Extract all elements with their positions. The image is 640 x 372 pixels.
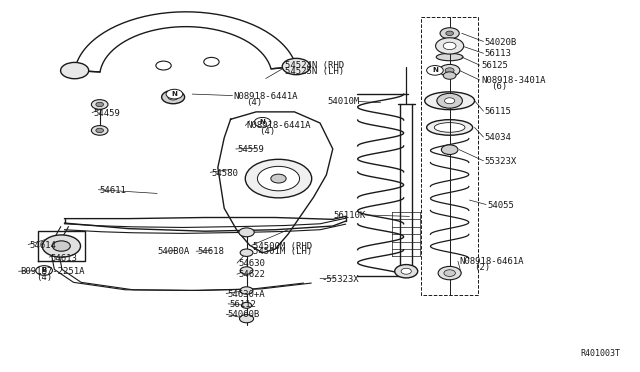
Text: (4): (4) [36, 273, 52, 282]
Circle shape [156, 61, 172, 70]
Text: 54524N (RHD: 54524N (RHD [285, 61, 344, 70]
Circle shape [438, 266, 461, 280]
Circle shape [42, 235, 81, 257]
Circle shape [444, 72, 456, 79]
Circle shape [168, 94, 178, 100]
Circle shape [239, 315, 253, 323]
Text: 54525N (LH): 54525N (LH) [285, 67, 344, 76]
Circle shape [96, 128, 104, 133]
Text: 54010M: 54010M [327, 97, 360, 106]
Circle shape [96, 102, 104, 107]
Text: 54622: 54622 [238, 270, 265, 279]
Text: 54611: 54611 [100, 186, 127, 195]
Circle shape [444, 42, 456, 49]
Ellipse shape [427, 120, 472, 135]
Circle shape [401, 268, 412, 274]
Circle shape [92, 126, 108, 135]
Text: 56112: 56112 [229, 300, 256, 309]
Circle shape [240, 249, 253, 256]
Circle shape [92, 100, 108, 109]
Circle shape [240, 287, 253, 294]
Circle shape [445, 68, 454, 73]
Circle shape [427, 65, 444, 75]
Circle shape [395, 264, 418, 278]
Text: 54630: 54630 [238, 259, 265, 268]
Circle shape [61, 62, 89, 79]
Text: B091B7-2251A: B091B7-2251A [20, 267, 84, 276]
Circle shape [282, 58, 310, 75]
Circle shape [440, 28, 460, 39]
Text: 54500M (RHD: 54500M (RHD [253, 241, 312, 250]
Text: -55323X: -55323X [321, 275, 359, 284]
Circle shape [166, 89, 182, 99]
Text: (2): (2) [474, 263, 491, 272]
Text: 54630+A: 54630+A [227, 290, 265, 299]
Text: 54020B: 54020B [484, 38, 517, 47]
Circle shape [271, 174, 286, 183]
Circle shape [254, 118, 271, 127]
Circle shape [239, 228, 254, 237]
Text: 54614: 54614 [29, 241, 56, 250]
Text: B: B [42, 267, 47, 273]
Text: (4): (4) [246, 98, 262, 107]
Text: 54559: 54559 [237, 145, 264, 154]
Text: 540B0A: 540B0A [157, 247, 189, 256]
Text: 54060B: 54060B [227, 311, 260, 320]
Text: 54618: 54618 [197, 247, 224, 256]
Text: 54459: 54459 [93, 109, 120, 118]
Text: (6): (6) [491, 82, 508, 91]
Text: 54613: 54613 [51, 254, 77, 263]
Circle shape [241, 302, 252, 308]
Text: N08918-6461A: N08918-6461A [460, 257, 524, 266]
Circle shape [240, 267, 253, 274]
Circle shape [52, 241, 70, 251]
Text: 55323X: 55323X [484, 157, 517, 166]
Circle shape [257, 166, 300, 191]
Text: 56125: 56125 [481, 61, 508, 70]
Text: N08918-6441A: N08918-6441A [246, 122, 311, 131]
Text: 56113: 56113 [484, 49, 511, 58]
Circle shape [162, 90, 184, 104]
Text: N: N [432, 67, 438, 73]
Text: 54580: 54580 [211, 169, 238, 177]
Circle shape [444, 270, 456, 276]
Text: N08918-6441A: N08918-6441A [234, 92, 298, 101]
Circle shape [436, 38, 464, 54]
Text: 54055: 54055 [487, 201, 514, 210]
Text: 56115: 56115 [484, 108, 511, 116]
Circle shape [36, 266, 52, 275]
Text: 56110K: 56110K [333, 211, 366, 220]
Text: 54501M (LH): 54501M (LH) [253, 247, 312, 256]
Circle shape [442, 145, 458, 154]
Ellipse shape [436, 53, 463, 61]
Circle shape [446, 31, 454, 36]
Circle shape [204, 57, 219, 66]
Circle shape [445, 98, 455, 104]
Circle shape [245, 159, 312, 198]
Text: 54034: 54034 [484, 133, 511, 142]
Text: N: N [172, 91, 177, 97]
Text: (4): (4) [259, 127, 275, 137]
Circle shape [440, 64, 460, 76]
Text: N08918-3401A: N08918-3401A [481, 76, 545, 85]
Text: R401003T: R401003T [580, 349, 620, 358]
Text: N: N [260, 119, 266, 125]
Circle shape [437, 93, 463, 108]
Ellipse shape [435, 123, 465, 132]
Ellipse shape [425, 92, 474, 110]
